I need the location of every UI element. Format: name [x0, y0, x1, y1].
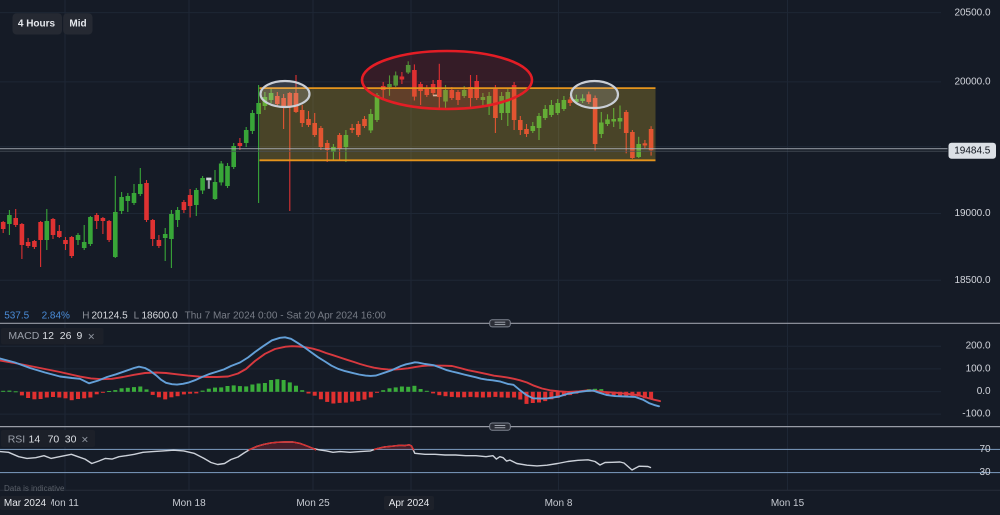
- svg-text:9: 9: [77, 330, 83, 342]
- svg-text:Apr 2024: Apr 2024: [389, 498, 430, 509]
- svg-text:2.84%: 2.84%: [42, 310, 70, 321]
- svg-text:Mar 2024: Mar 2024: [4, 498, 47, 509]
- svg-text:Mon 8: Mon 8: [545, 498, 573, 509]
- svg-text:MACD: MACD: [8, 330, 39, 342]
- svg-text:L: L: [134, 310, 140, 321]
- svg-text:Data is indicative: Data is indicative: [4, 484, 65, 493]
- svg-text:70: 70: [48, 433, 60, 445]
- svg-text:Mon 25: Mon 25: [296, 498, 330, 509]
- svg-text:-100.0: -100.0: [962, 409, 991, 420]
- svg-text:200.0: 200.0: [966, 341, 991, 352]
- svg-text:30: 30: [979, 467, 991, 478]
- svg-text:19000.0: 19000.0: [954, 208, 991, 219]
- svg-text:14: 14: [29, 433, 41, 445]
- svg-text:20500.0: 20500.0: [954, 8, 991, 19]
- svg-text:20000.0: 20000.0: [954, 76, 991, 87]
- svg-text:×: ×: [88, 329, 95, 343]
- svg-text:Mon 11: Mon 11: [46, 498, 79, 509]
- svg-text:70: 70: [979, 444, 991, 455]
- svg-text:RSI: RSI: [8, 433, 26, 445]
- svg-text:26: 26: [60, 330, 72, 342]
- svg-text:20124.5: 20124.5: [92, 310, 129, 321]
- svg-text:H: H: [82, 310, 89, 321]
- svg-text:Mon 18: Mon 18: [172, 498, 206, 509]
- svg-text:0.0: 0.0: [977, 386, 991, 397]
- svg-text:Thu 7 Mar 2024 0:00 - Sat 20 A: Thu 7 Mar 2024 0:00 - Sat 20 Apr 2024 16…: [185, 310, 387, 321]
- svg-text:×: ×: [81, 433, 88, 447]
- svg-text:12: 12: [42, 330, 54, 342]
- svg-text:18600.0: 18600.0: [142, 310, 179, 321]
- svg-text:19484.5: 19484.5: [954, 146, 991, 157]
- svg-text:4 Hours: 4 Hours: [18, 19, 56, 30]
- svg-text:537.5: 537.5: [4, 310, 29, 321]
- svg-text:100.0: 100.0: [966, 363, 991, 374]
- svg-text:18500.0: 18500.0: [954, 275, 991, 286]
- svg-text:Mid: Mid: [69, 19, 86, 30]
- svg-text:Mon 15: Mon 15: [771, 498, 805, 509]
- svg-text:30: 30: [65, 433, 77, 445]
